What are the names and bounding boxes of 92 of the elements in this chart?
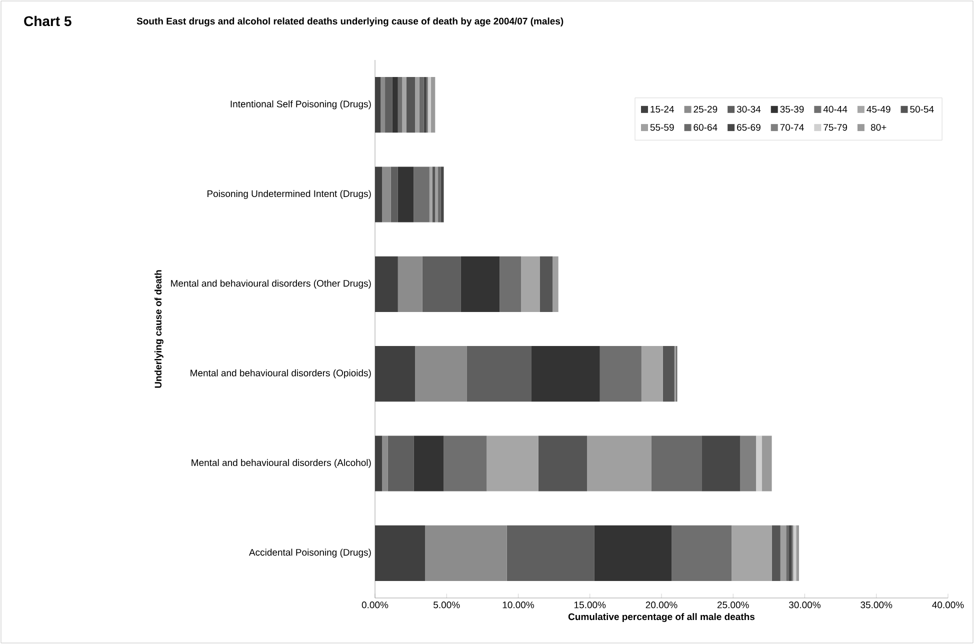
x-tick-label: 35.00% (860, 602, 892, 608)
legend-label: 70-74 (780, 124, 804, 131)
bar (702, 436, 740, 492)
bar (398, 77, 402, 133)
bar (531, 346, 600, 402)
bar (540, 256, 553, 312)
x-tick-label: 0.00% (362, 602, 388, 608)
bar (460, 256, 500, 312)
bar (406, 77, 416, 133)
bar (651, 436, 702, 492)
bar (415, 346, 467, 402)
legend-label: 25-29 (694, 106, 718, 113)
legend-label: 75-79 (824, 124, 848, 131)
bar (375, 256, 398, 312)
bar (388, 436, 414, 492)
bar (600, 346, 642, 402)
legend-label: 80+ (870, 124, 886, 131)
bar (414, 166, 430, 222)
bar (380, 77, 386, 133)
bar (375, 346, 416, 402)
bar (415, 77, 420, 133)
bar (375, 166, 382, 222)
bar (788, 525, 792, 581)
bar (538, 436, 588, 492)
bar (402, 77, 407, 133)
bar (430, 77, 436, 133)
legend-label: 65-69 (737, 124, 760, 131)
bar (796, 525, 800, 581)
y-tick-label: Accidental Poisoning (Drugs) (248, 548, 371, 558)
bar (594, 525, 672, 581)
x-tick-label: 40.00% (932, 602, 964, 608)
bar (552, 256, 558, 312)
bar (500, 256, 522, 312)
x-tick-label: 20.00% (646, 602, 678, 608)
bar (521, 256, 540, 312)
bar (375, 525, 426, 581)
legend-label: 15-24 (650, 106, 674, 113)
bar (392, 77, 398, 133)
bar (398, 256, 422, 312)
bar (398, 166, 414, 222)
y-tick-label: Mental and behavioural disorders (Alcohol) (192, 459, 371, 468)
x-axis-title: Cumulative percentage of all male deaths (568, 613, 755, 622)
x-tick-label: 25.00% (717, 602, 749, 608)
x-tick-label: 5.00% (434, 602, 460, 608)
bar (414, 436, 444, 492)
caption: Chart 5 (24, 16, 72, 26)
bar (375, 77, 381, 133)
legend-label: 45-49 (866, 106, 890, 113)
bar (422, 256, 461, 312)
bar (506, 525, 594, 581)
bar (772, 525, 780, 581)
bar (440, 166, 444, 222)
y-tick-label: Intentional Self Poisoning (Drugs) (230, 100, 371, 110)
bar (435, 166, 438, 222)
bar (419, 77, 424, 133)
x-tick-label: 10.00% (502, 602, 534, 608)
bar (762, 436, 772, 492)
bar (438, 166, 441, 222)
bar (486, 436, 538, 492)
y-tick-label: Mental and behavioural disorders (Other Drugs) (171, 280, 371, 289)
legend-label: 55-59 (650, 124, 674, 131)
legend-label: 50-54 (910, 106, 934, 113)
chart-title: South East drugs and alcohol related deaths underlying cause of death by age 2004/07 (males) (136, 18, 564, 26)
bar (444, 436, 487, 492)
bar (390, 166, 398, 222)
bar (425, 525, 507, 581)
bar (662, 346, 674, 402)
bar (382, 436, 388, 492)
bar (740, 436, 756, 492)
legend-label: 30-34 (736, 106, 761, 113)
bar (641, 346, 663, 402)
bar (466, 346, 532, 402)
bar (732, 525, 772, 581)
bar (672, 525, 732, 581)
bar (587, 436, 652, 492)
y-axis-title: Underlying cause of death (154, 270, 164, 388)
bar (428, 77, 431, 133)
x-tick-label: 15.00% (574, 602, 606, 608)
legend-label: 35-39 (780, 106, 804, 113)
x-tick-label: 30.00% (788, 602, 821, 608)
y-tick-label: Mental and behavioural disorders (Opioids) (190, 369, 371, 378)
legend-label: 60-64 (694, 124, 718, 131)
bar (385, 77, 392, 133)
bar (780, 525, 786, 581)
legend-label: 40-44 (823, 106, 848, 113)
bar (429, 166, 432, 222)
bar (756, 436, 762, 492)
y-tick-label: Poisoning Undetermined Intent (Drugs) (208, 190, 371, 199)
bar (424, 77, 427, 133)
bar (375, 436, 382, 492)
bar (786, 525, 789, 581)
bar (382, 166, 391, 222)
